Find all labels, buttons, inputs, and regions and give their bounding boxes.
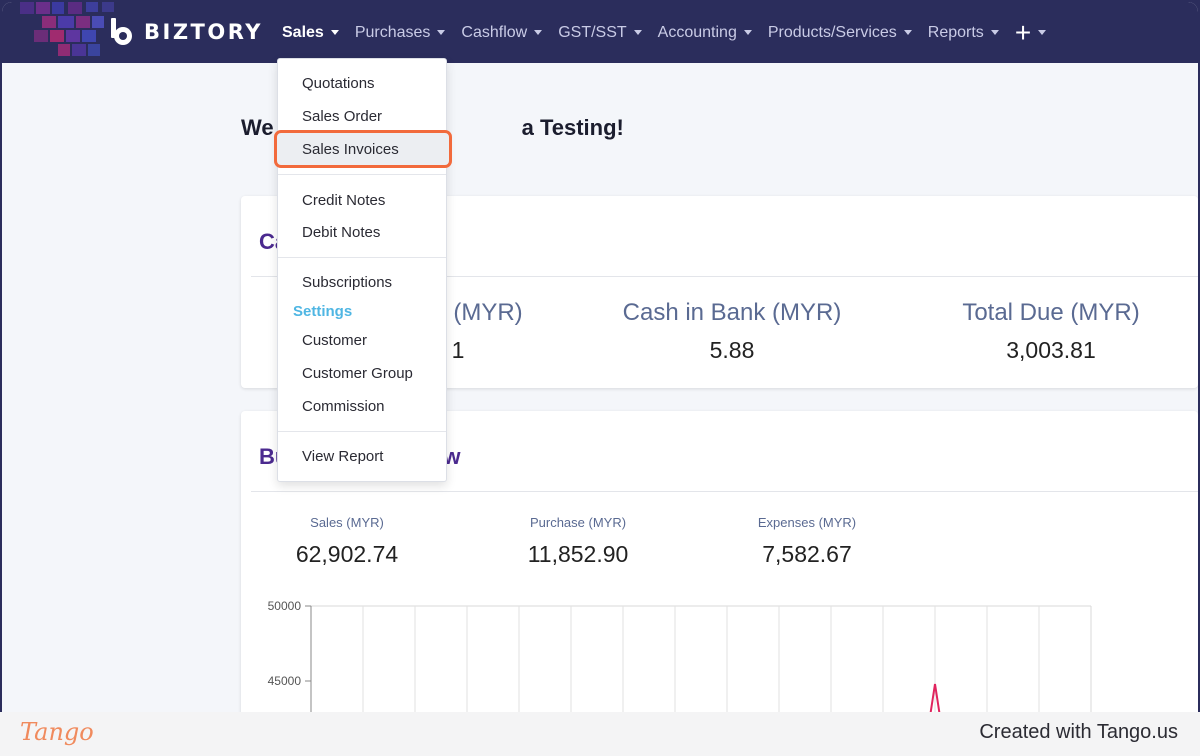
menu-products-services[interactable]: Products/Services xyxy=(768,24,912,42)
dd-credit-notes[interactable]: Credit Notes xyxy=(302,192,386,209)
overview-title-right: w xyxy=(443,444,461,469)
brand-name: BIZTORY xyxy=(144,20,263,44)
brand-pixel-pattern xyxy=(2,2,172,63)
stat1-value: 1 xyxy=(451,337,465,363)
chart-y-tick-label: 50000 xyxy=(268,599,302,613)
caret-down-icon xyxy=(990,30,999,35)
dd-separator xyxy=(278,257,446,258)
dd-debit-notes[interactable]: Debit Notes xyxy=(302,224,381,241)
chart-y-tick-label: 45000 xyxy=(268,674,302,688)
caret-down-icon xyxy=(903,30,912,35)
dd-separator xyxy=(278,174,446,175)
purchase-value: 11,852.90 xyxy=(527,541,629,567)
dd-customer[interactable]: Customer xyxy=(302,332,368,349)
welcome-text-right: a Testing! xyxy=(521,115,624,140)
dd-quotations[interactable]: Quotations xyxy=(302,75,375,92)
main-menu: Sales Purchases Cashflow GST/SST Account… xyxy=(282,2,1062,63)
dd-customer-group[interactable]: Customer Group xyxy=(302,365,413,382)
sales-dropdown-menu: Quotations Sales Order Credit Notes Debi… xyxy=(277,58,447,482)
dd-sales-invoices[interactable]: Sales Invoices xyxy=(274,130,452,168)
created-with-text: Created with Tango.us xyxy=(979,721,1178,743)
dd-commission[interactable]: Commission xyxy=(302,398,385,415)
sales-label: Sales (MYR) xyxy=(310,515,384,530)
expenses-value: 7,582.67 xyxy=(762,541,852,567)
dd-sales-invoices-label: Sales Invoices xyxy=(302,141,399,158)
tango-logo: Tango xyxy=(20,718,94,746)
menu-reports[interactable]: Reports xyxy=(928,24,999,42)
expenses-label: Expenses (MYR) xyxy=(757,515,857,530)
purchase-label: Purchase (MYR) xyxy=(529,515,627,530)
menu-cashflow-label: Cashflow xyxy=(461,23,528,41)
welcome-heading: We a Testing! xyxy=(241,115,624,141)
caret-down-icon xyxy=(534,30,543,35)
menu-purchases-label: Purchases xyxy=(354,23,431,41)
dd-separator xyxy=(278,431,446,432)
cash-in-bank-label: Cash in Bank (MYR) xyxy=(622,299,842,326)
dd-view-report[interactable]: View Report xyxy=(302,448,384,465)
app-window: BIZTORY Sales Purchases Cashflow GST/SST… xyxy=(2,2,1198,712)
total-due-label: Total Due (MYR) xyxy=(962,299,1140,326)
biztory-logo-icon xyxy=(106,17,136,47)
sales-value: 62,902.74 xyxy=(295,541,399,567)
welcome-text-left: We xyxy=(241,115,274,140)
stat1-label: (MYR) xyxy=(453,299,523,326)
menu-purchases[interactable]: Purchases xyxy=(355,24,446,42)
dd-settings-header: Settings xyxy=(293,303,353,320)
caret-down-icon xyxy=(1038,30,1047,35)
business-overview-chart: 500004500040000 xyxy=(268,599,1092,712)
card-divider xyxy=(251,491,1198,492)
total-due-value: 3,003.81 xyxy=(1006,337,1096,363)
menu-accounting[interactable]: Accounting xyxy=(658,24,752,42)
menu-accounting-label: Accounting xyxy=(657,23,737,41)
brand-logo[interactable]: BIZTORY xyxy=(106,15,263,49)
dashboard-content: We a Testing! Ca (MYR) 1 Cash in Bank (MY… xyxy=(2,63,1198,712)
chart-series-line xyxy=(929,683,941,712)
dd-subscriptions[interactable]: Subscriptions xyxy=(302,274,393,291)
card-divider xyxy=(251,276,1198,277)
dd-sales-order[interactable]: Sales Order xyxy=(302,108,383,125)
tango-footer: Tango Created with Tango.us xyxy=(0,712,1200,756)
top-navbar: BIZTORY Sales Purchases Cashflow GST/SST… xyxy=(2,2,1198,63)
menu-sales-label: Sales xyxy=(282,23,324,41)
menu-products-services-label: Products/Services xyxy=(767,23,897,41)
cash-in-bank-value: 5.88 xyxy=(709,337,755,363)
menu-gst-sst-label: GST/SST xyxy=(558,23,627,41)
menu-sales[interactable]: Sales xyxy=(282,24,339,42)
caret-down-icon xyxy=(330,30,339,35)
menu-gst-sst[interactable]: GST/SST xyxy=(558,23,642,42)
menu-cashflow[interactable]: Cashflow xyxy=(461,23,543,42)
menu-add[interactable]: + xyxy=(1014,16,1047,48)
caret-down-icon xyxy=(743,30,752,35)
menu-reports-label: Reports xyxy=(927,23,984,41)
plus-icon: + xyxy=(1014,16,1032,48)
caret-down-icon xyxy=(633,30,642,35)
caret-down-icon xyxy=(437,30,446,35)
